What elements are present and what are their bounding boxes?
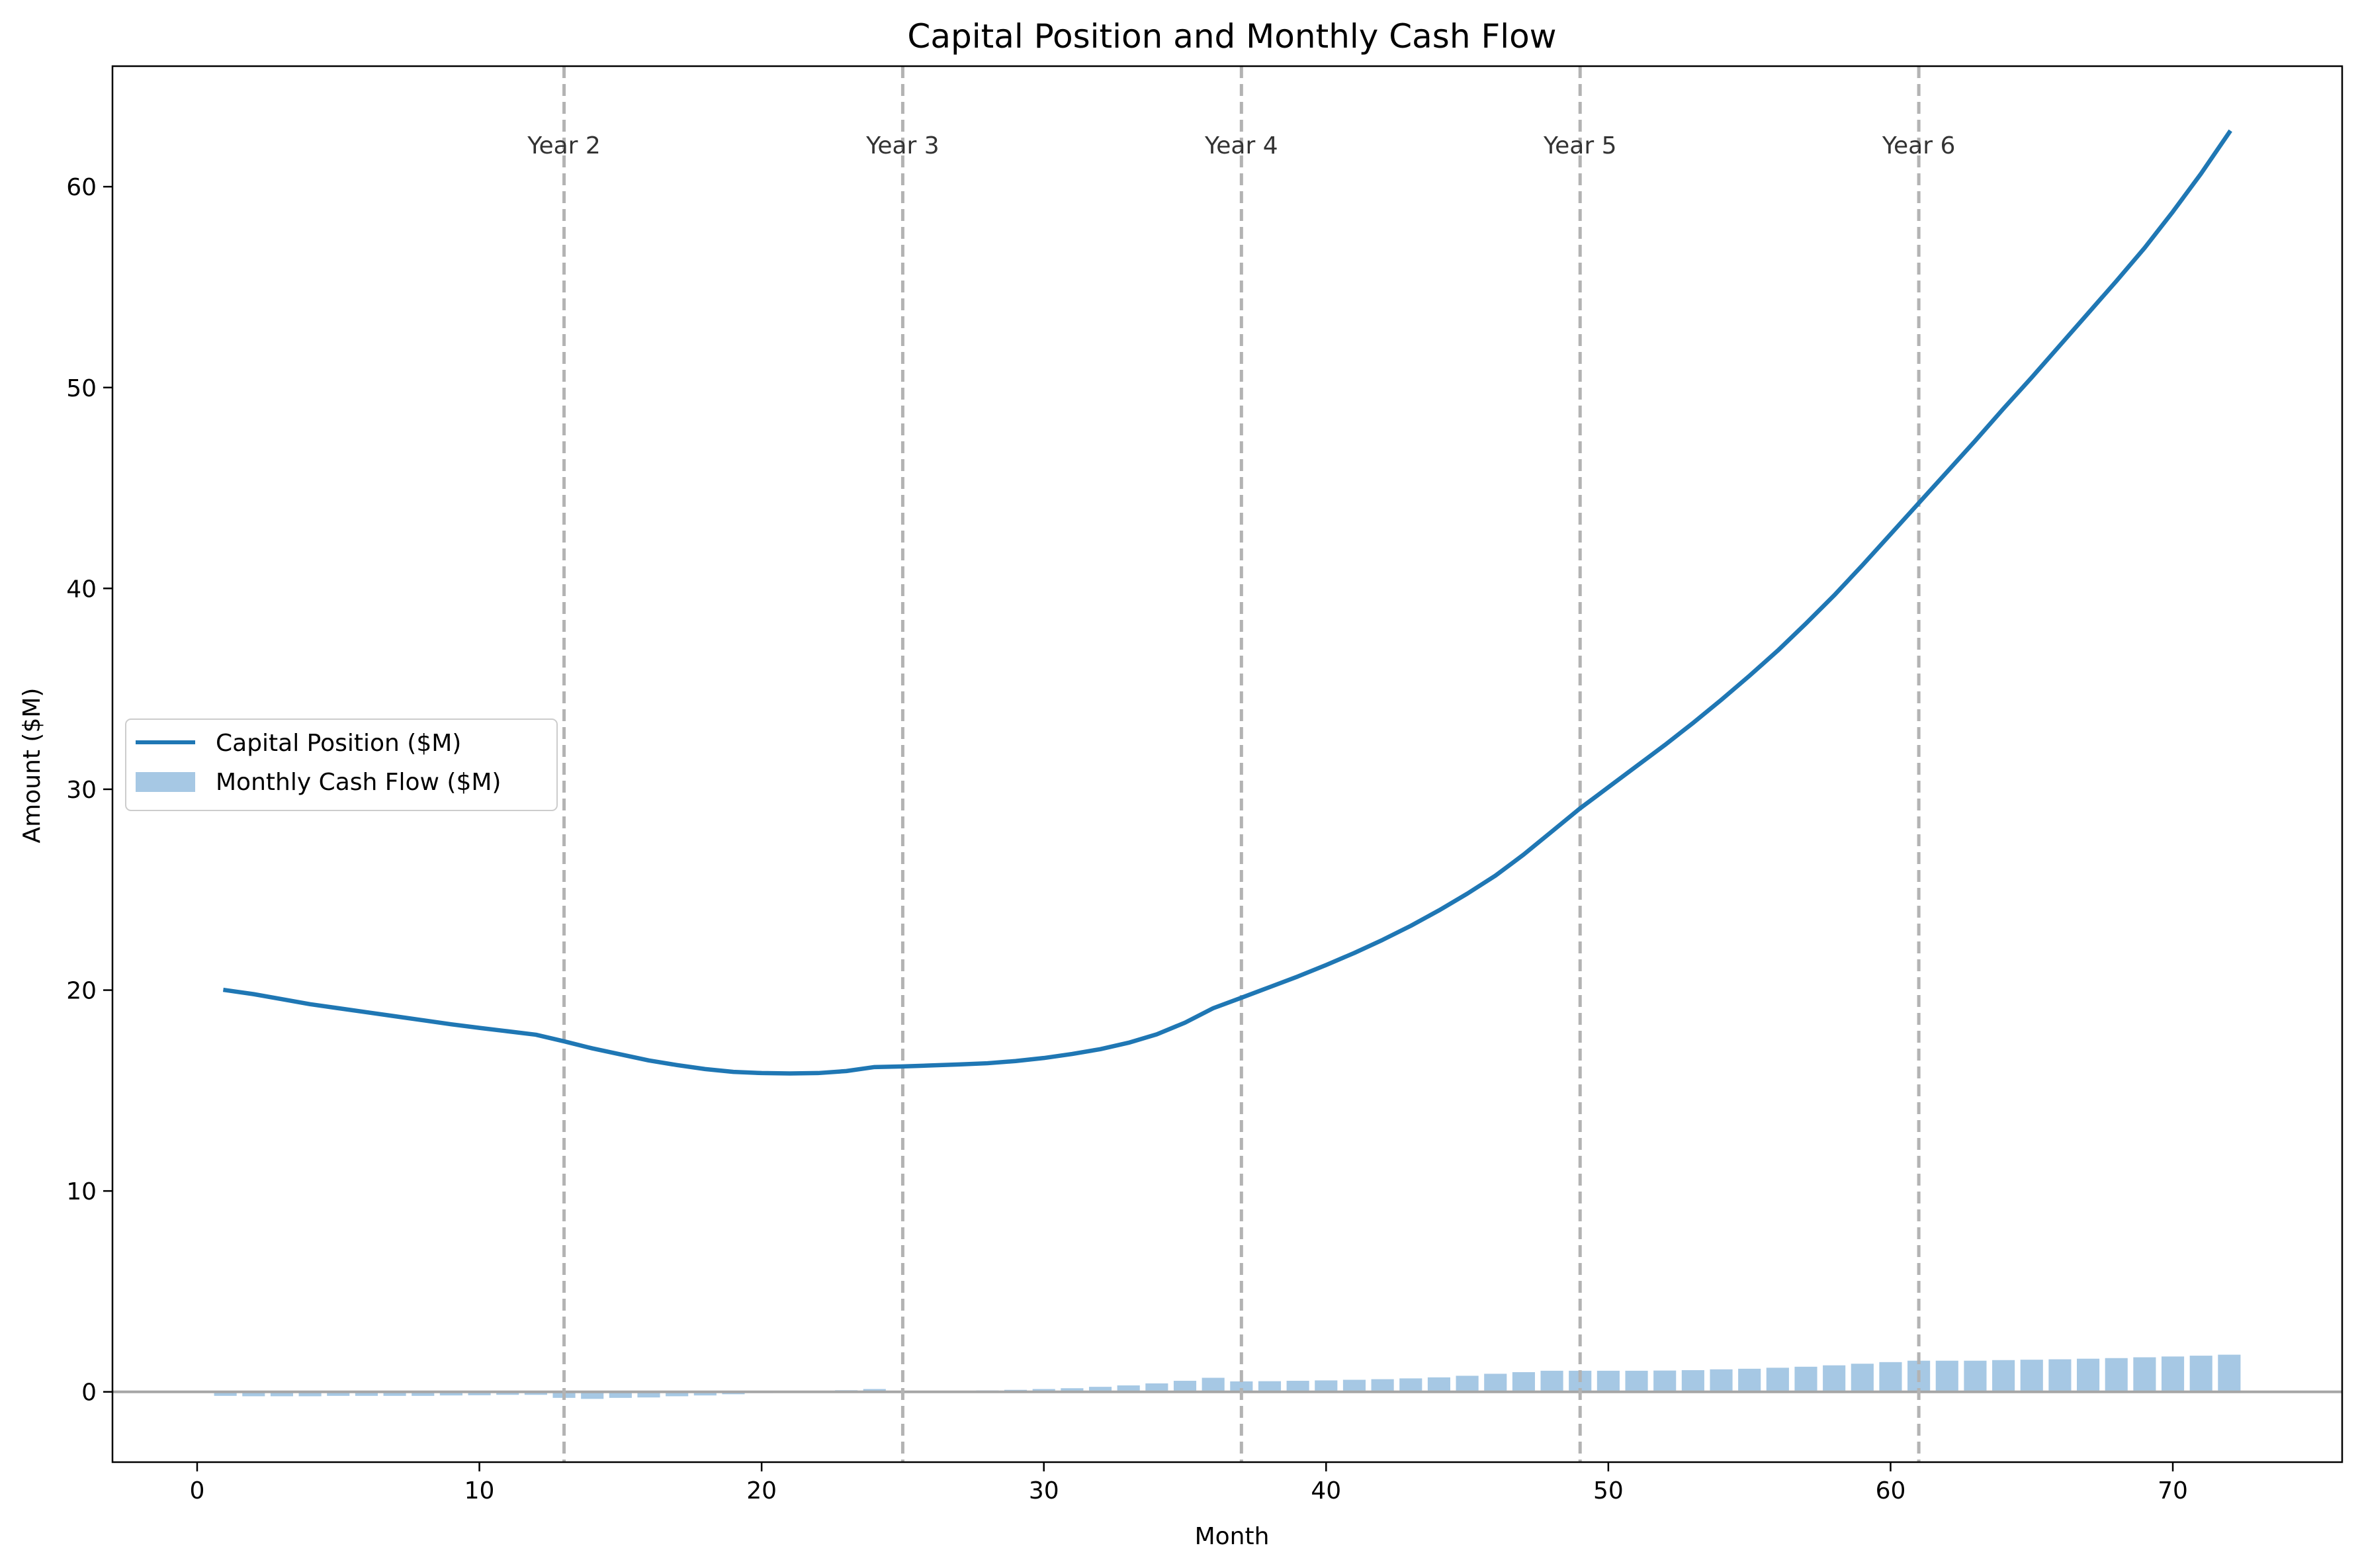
- year-marker-label: Year 3: [865, 132, 940, 159]
- cashflow-bar: [1145, 1383, 1168, 1392]
- cashflow-bar: [1484, 1373, 1507, 1392]
- cashflow-bar: [1964, 1360, 1987, 1392]
- cashflow-bar: [1851, 1364, 1874, 1392]
- legend: Capital Position ($M) Monthly Cash Flow …: [125, 719, 558, 811]
- cashflow-bar: [524, 1391, 547, 1395]
- cashflow-bar: [2105, 1358, 2128, 1392]
- x-tick-label: 10: [464, 1477, 495, 1504]
- y-axis: 0 10 20 30 40 50 60: [66, 174, 112, 1407]
- cashflow-bar: [693, 1391, 717, 1396]
- axes-frame: [111, 65, 2343, 1463]
- cashflow-bar: [270, 1391, 294, 1397]
- capital-position-line: [222, 129, 2232, 1076]
- legend-frame: [125, 719, 558, 811]
- cashflow-bar: [1117, 1385, 1140, 1392]
- cashflow-bar: [1173, 1381, 1197, 1392]
- cashflow-bar: [496, 1391, 519, 1395]
- y-axis-label: Amount ($M): [19, 688, 46, 844]
- cashflow-bar: [1653, 1370, 1677, 1392]
- cashflow-bar: [298, 1391, 322, 1397]
- cashflow-bar: [1710, 1369, 1733, 1392]
- cashflow-bar: [581, 1391, 604, 1399]
- y-tick-label: 20: [66, 978, 97, 1005]
- cashflow-bar: [1061, 1388, 1084, 1392]
- cashflow-bar: [1427, 1377, 1450, 1392]
- cashflow-bar: [1456, 1375, 1479, 1392]
- cashflow-bar: [1935, 1360, 1958, 1392]
- cashflow-bar: [2161, 1356, 2185, 1392]
- legend-swatch-bar: [136, 772, 195, 792]
- cashflow-bar: [2077, 1358, 2100, 1392]
- cashflow-bar: [1625, 1370, 1648, 1392]
- cashflow-bar: [2133, 1357, 2156, 1392]
- cashflow-bar: [327, 1391, 350, 1396]
- legend-label-cashflow: Monthly Cash Flow ($M): [216, 769, 501, 796]
- x-tick-label: 70: [2158, 1477, 2188, 1504]
- cashflow-bar: [1315, 1380, 1338, 1392]
- cashflow-bar: [609, 1391, 632, 1398]
- y-tick-label: 40: [66, 576, 97, 603]
- cashflow-bar: [1202, 1377, 1225, 1392]
- cashflow-bar: [214, 1391, 237, 1396]
- x-tick-label: 60: [1876, 1477, 1906, 1504]
- legend-label-capital: Capital Position ($M): [216, 730, 461, 757]
- x-axis-label: Month: [1195, 1523, 1270, 1550]
- y-tick-label: 10: [66, 1178, 97, 1205]
- cashflow-bar: [1088, 1387, 1112, 1392]
- cashflow-bar: [1597, 1370, 1620, 1392]
- x-tick-label: 30: [1029, 1477, 1059, 1504]
- cashflow-bar: [1879, 1362, 1902, 1392]
- y-tick-label: 50: [66, 375, 97, 402]
- cashflow-bar: [1992, 1360, 2015, 1392]
- cashflow-bar: [412, 1391, 435, 1396]
- year-marker-label: Year 2: [527, 132, 601, 159]
- y-tick-label: 30: [66, 777, 97, 804]
- cashflow-bar: [1371, 1379, 1394, 1392]
- cashflow-bar: [1032, 1389, 1055, 1392]
- cashflow-bar: [1766, 1368, 1789, 1392]
- y-tick-label: 0: [81, 1379, 97, 1407]
- chart-title: Capital Position and Monthly Cash Flow: [907, 17, 1556, 56]
- cashflow-bar: [242, 1391, 265, 1397]
- cashflow-bar: [1823, 1365, 1846, 1392]
- cashflow-bar: [863, 1389, 886, 1392]
- year-marker-label: Year 6: [1882, 132, 1956, 159]
- cashflow-bar: [666, 1391, 689, 1397]
- cashflow-bar: [1286, 1381, 1309, 1392]
- x-tick-label: 50: [1593, 1477, 1624, 1504]
- cashflow-bar: [1230, 1381, 1253, 1392]
- cashflow-bar: [1399, 1378, 1422, 1392]
- cashflow-bar: [1681, 1370, 1704, 1392]
- x-tick-label: 0: [190, 1477, 205, 1504]
- cashflow-bar: [1258, 1381, 1282, 1392]
- cashflow-bar: [383, 1391, 406, 1396]
- y-tick-label: 60: [66, 174, 97, 201]
- cashflow-bar: [2218, 1354, 2241, 1392]
- cashflow-bar: [1794, 1366, 1817, 1392]
- cashflow-bar: [355, 1391, 378, 1396]
- year-marker-label: Year 5: [1543, 132, 1617, 159]
- cashflow-bar: [2189, 1356, 2212, 1392]
- cashflow-bar: [637, 1391, 660, 1398]
- cashflow-bar: [1738, 1368, 1761, 1392]
- cashflow-bar: [2048, 1359, 2072, 1392]
- cashflow-bar: [439, 1391, 462, 1396]
- x-tick-label: 40: [1311, 1477, 1341, 1504]
- cashflow-bar: [1540, 1370, 1563, 1392]
- year-marker-label: Year 4: [1204, 132, 1278, 159]
- cashflow-bar: [1342, 1379, 1366, 1392]
- x-axis: 0 10 20 30 40 50 60 70: [190, 1462, 2188, 1504]
- cashflow-bar: [2020, 1360, 2043, 1392]
- x-tick-label: 20: [746, 1477, 777, 1504]
- plot-area: Year 2 Year 3 Year 4 Year 5 Year 6: [111, 65, 2343, 1463]
- cashflow-bar: [468, 1391, 491, 1395]
- cashflow-bar: [1512, 1372, 1535, 1392]
